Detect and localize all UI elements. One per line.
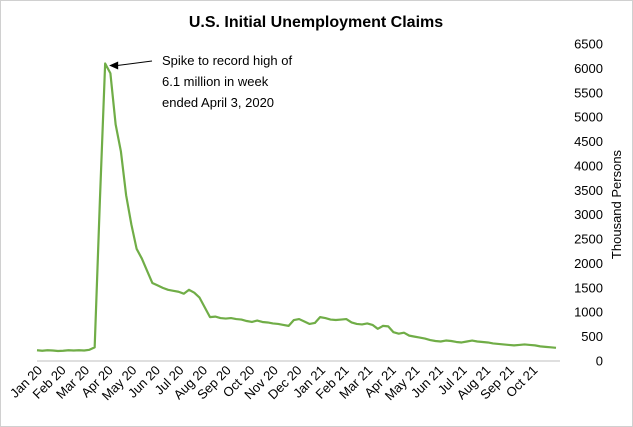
y-tick-label: 2000: [574, 256, 603, 271]
y-axis-ticks: 0 500 1000 1500 2000 2500 3000 3500 4000 4500 5000…: [574, 37, 603, 369]
chart-title: U.S. Initial Unemployment Claims: [189, 14, 443, 31]
annotation-line-3: ended April 3, 2020: [162, 95, 274, 110]
y-tick-label: 1000: [574, 305, 603, 320]
y-tick-label: 3500: [574, 183, 603, 198]
y-tick-label: 500: [581, 329, 603, 344]
series-line-initial-claims: [36, 62, 557, 353]
y-tick-label: 4000: [574, 158, 603, 173]
y-tick-label: 1500: [574, 280, 603, 295]
y-tick-label: 5000: [574, 110, 603, 125]
peak-annotation: Spike to record high of 6.1 million in w…: [109, 53, 292, 110]
y-tick-label: 2500: [574, 232, 603, 247]
annotation-arrowhead: [109, 61, 119, 70]
y-axis-label: Thousand Persons: [609, 149, 624, 259]
annotation-line-1: Spike to record high of: [162, 53, 292, 68]
annotation-line-2: 6.1 million in week: [162, 74, 269, 89]
y-tick-label: 0: [596, 354, 603, 369]
y-tick-label: 6500: [574, 37, 603, 52]
y-tick-label: 3000: [574, 207, 603, 222]
annotation-arrow: [117, 60, 153, 67]
y-tick-label: 4500: [574, 134, 603, 149]
y-tick-label: 6000: [574, 61, 603, 76]
y-tick-label: 5500: [574, 85, 603, 100]
